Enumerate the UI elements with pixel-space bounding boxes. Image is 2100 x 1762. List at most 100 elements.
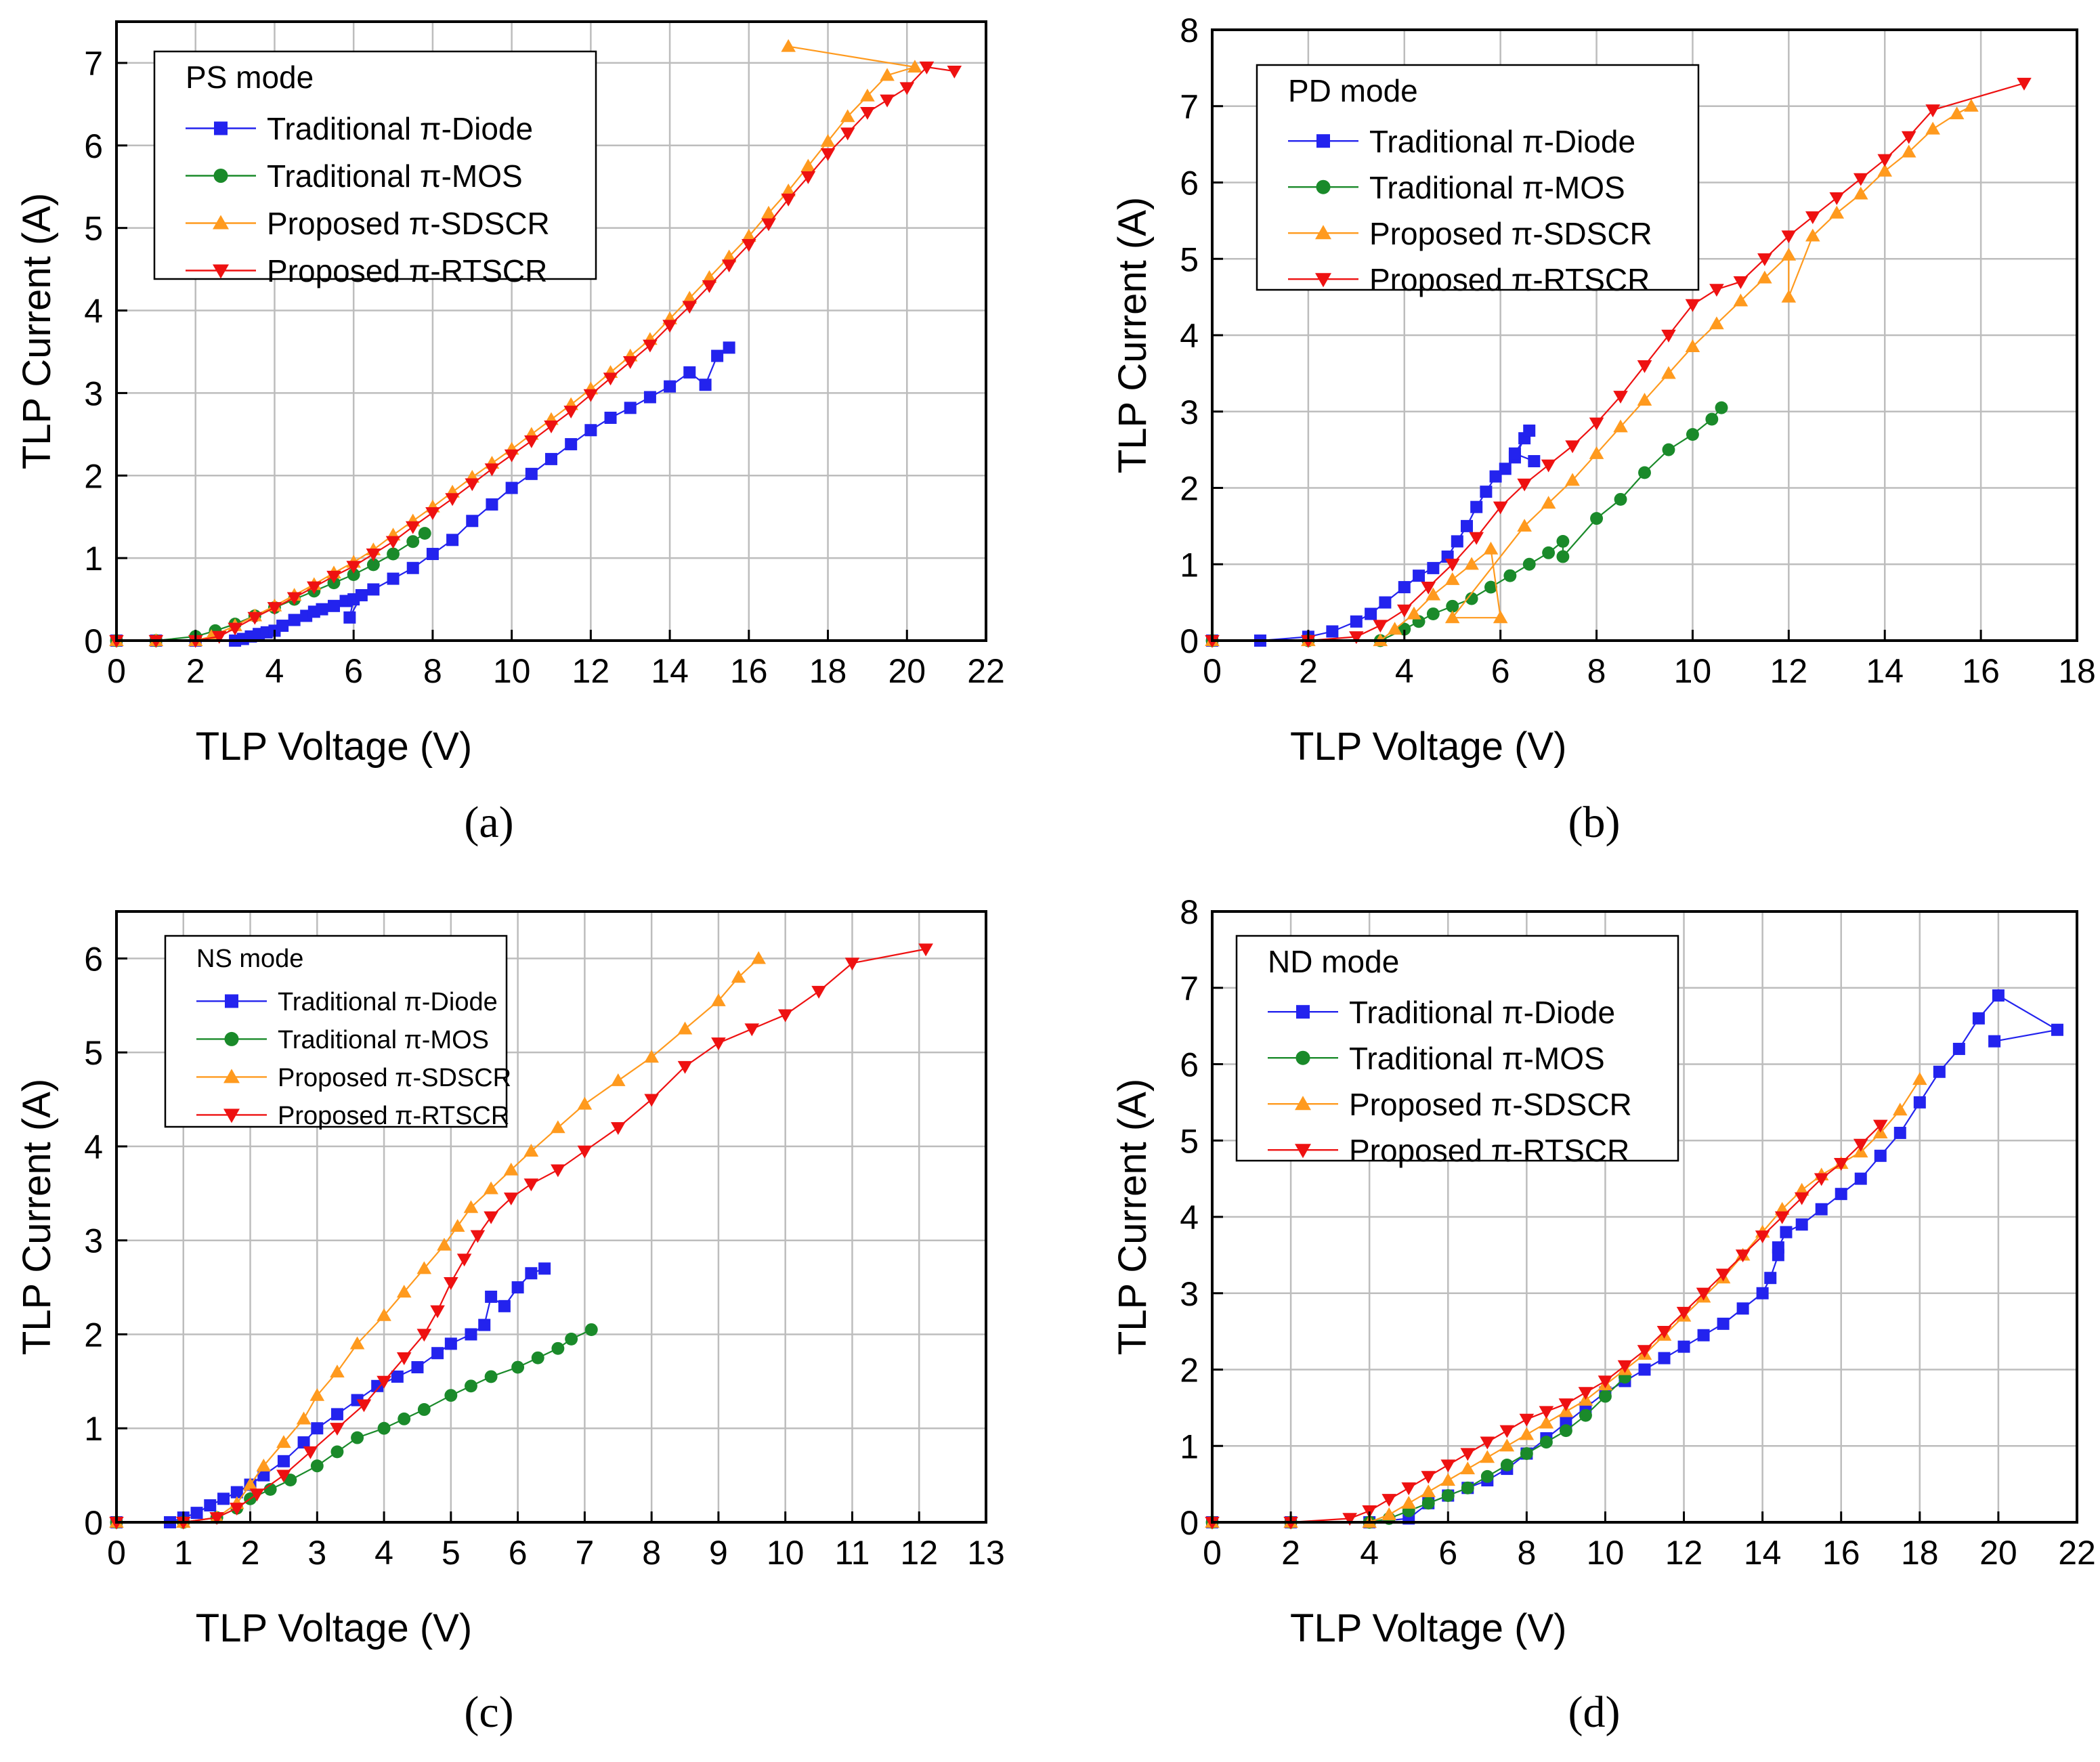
- data-point: [316, 603, 328, 616]
- data-point: [465, 1379, 477, 1393]
- x-tick-label: 7: [575, 1534, 594, 1572]
- data-point: [644, 1094, 659, 1107]
- legend-box: [1256, 64, 1700, 291]
- data-point: [643, 391, 656, 404]
- x-tick-label: 18: [809, 652, 847, 690]
- data-point: [1542, 546, 1556, 559]
- y-tick-label: 1: [1180, 1427, 1199, 1465]
- data-point: [1757, 253, 1772, 267]
- x-tick-label: 14: [651, 652, 689, 690]
- data-point: [1508, 447, 1521, 460]
- legend-marker: [1295, 1144, 1311, 1159]
- data-point: [1795, 1218, 1808, 1231]
- data-point: [610, 1122, 626, 1135]
- data-point: [1401, 1496, 1417, 1509]
- data-point: [405, 521, 421, 534]
- data-point: [1686, 428, 1699, 442]
- data-point: [1901, 131, 1916, 144]
- data-point: [1500, 1458, 1514, 1471]
- legend-label: Traditional π-MOS: [1349, 1041, 1605, 1076]
- data-point: [387, 572, 400, 585]
- data-point: [1349, 631, 1364, 645]
- data-point: [1912, 1072, 1927, 1086]
- data-point: [1519, 1413, 1535, 1427]
- data-point: [190, 1507, 203, 1520]
- data-point: [309, 1388, 325, 1401]
- data-point: [1697, 1329, 1710, 1341]
- data-point: [860, 88, 875, 102]
- legend-marker: [1315, 273, 1331, 288]
- data-point: [565, 1332, 578, 1346]
- data-point: [444, 1337, 457, 1350]
- data-point: [1421, 1484, 1436, 1497]
- data-point: [1451, 535, 1463, 548]
- data-point: [1565, 473, 1580, 486]
- data-point: [1829, 192, 1845, 205]
- y-tick-label: 2: [1180, 1352, 1199, 1390]
- data-point: [1528, 455, 1541, 468]
- y-tick-label: 7: [1180, 88, 1199, 126]
- data-point: [328, 599, 340, 612]
- data-point: [1757, 270, 1772, 284]
- data-point: [1805, 211, 1820, 225]
- x-tick-label: 18: [1901, 1534, 1939, 1572]
- data-point: [1398, 581, 1411, 594]
- data-point: [511, 1281, 524, 1294]
- data-point: [425, 507, 440, 520]
- series-line: [116, 948, 926, 1524]
- data-point: [525, 1267, 538, 1280]
- data-point: [1519, 1427, 1535, 1440]
- x-tick-label: 11: [835, 1534, 870, 1572]
- data-point: [406, 561, 419, 574]
- data-point: [1598, 1375, 1613, 1389]
- series-line: [1212, 1124, 1881, 1524]
- data-point: [396, 1285, 412, 1298]
- data-point: [1523, 424, 1536, 437]
- data-point: [367, 583, 380, 596]
- data-point: [1480, 1450, 1495, 1463]
- data-point: [820, 148, 836, 161]
- data-point: [761, 205, 776, 219]
- data-point: [1480, 1436, 1495, 1450]
- legend-marker: [224, 1031, 239, 1046]
- data-point: [1676, 1306, 1692, 1320]
- data-point: [465, 1328, 477, 1341]
- data-point: [351, 1431, 364, 1444]
- data-point: [276, 1435, 291, 1448]
- y-tick-label: 5: [1180, 240, 1199, 278]
- data-point: [604, 411, 617, 424]
- data-point: [311, 1422, 324, 1435]
- data-point: [1705, 412, 1719, 426]
- data-point: [1499, 1438, 1515, 1452]
- legend-title: PS mode: [186, 60, 314, 95]
- series-line: [1212, 82, 2025, 642]
- data-point: [1520, 1447, 1533, 1460]
- data-point: [1499, 463, 1512, 475]
- data-point: [288, 614, 301, 626]
- y-tick-label: 0: [84, 622, 103, 660]
- legend-box: [1235, 934, 1679, 1162]
- legend-title: ND mode: [1268, 944, 1399, 979]
- data-point: [1764, 1272, 1777, 1285]
- data-point: [1440, 1473, 1456, 1486]
- data-point: [1717, 1317, 1730, 1330]
- x-tick-label: 4: [1360, 1534, 1379, 1572]
- series-triangle-down: [1205, 77, 2032, 648]
- data-point: [1872, 1119, 1888, 1133]
- x-tick-label: 4: [374, 1534, 393, 1572]
- data-point: [204, 1499, 217, 1512]
- legend-label: Traditional π-MOS: [278, 1026, 489, 1054]
- data-point: [387, 547, 400, 561]
- legend-label: Proposed π-SDSCR: [267, 206, 550, 241]
- data-point: [1756, 1287, 1769, 1299]
- series-square: [110, 1262, 551, 1528]
- data-point: [310, 1459, 324, 1473]
- x-tick-label: 2: [186, 652, 205, 690]
- data-point: [844, 958, 860, 971]
- data-point: [366, 558, 380, 572]
- x-tick-label: 2: [241, 1534, 260, 1572]
- data-point: [1373, 620, 1388, 633]
- data-point: [1709, 316, 1724, 330]
- data-point: [396, 1352, 412, 1365]
